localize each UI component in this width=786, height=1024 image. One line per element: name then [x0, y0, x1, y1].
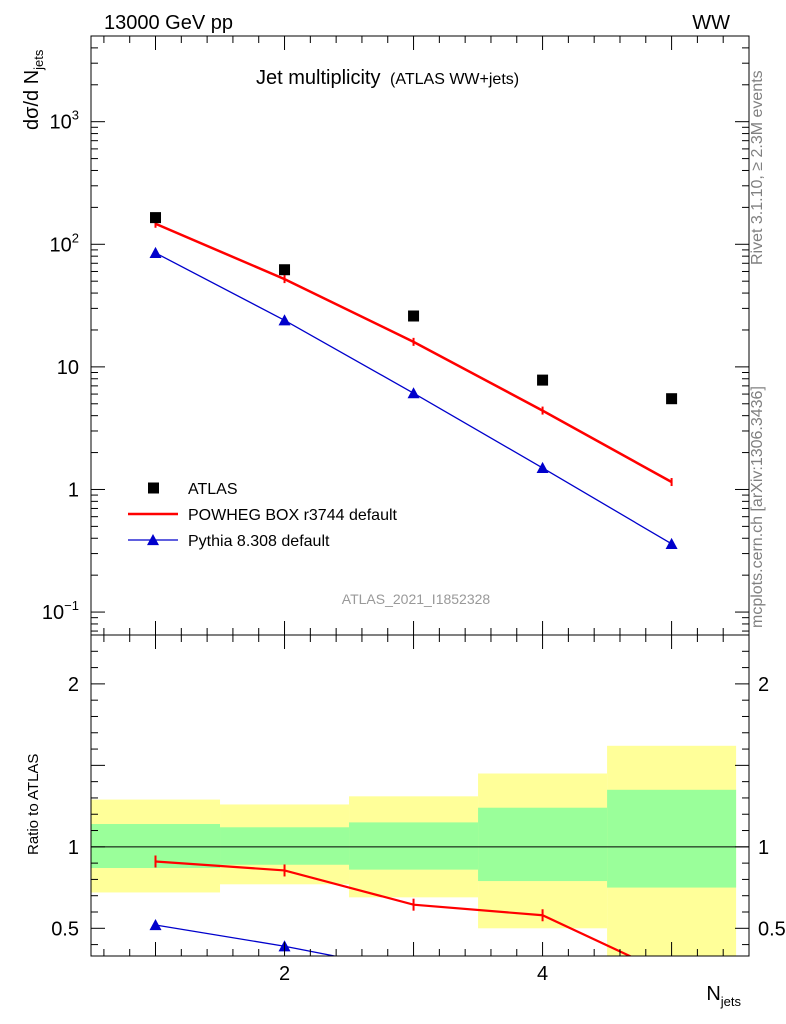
atlas-data-point — [666, 393, 678, 405]
ratio-series — [149, 855, 678, 1004]
ratio-band-inner — [478, 807, 608, 882]
ratio-band-inner — [607, 789, 737, 888]
pythia-ratio-marker — [408, 965, 420, 976]
ratio-y-tick-label-left: 2 — [68, 674, 79, 696]
main-series — [149, 212, 678, 549]
chart-title-text: Jet multiplicity — [256, 67, 380, 89]
ratio-y-axis-label: Ratio to ATLAS — [25, 754, 42, 855]
atlas-data-point — [537, 374, 549, 386]
ratio-band-inner — [220, 827, 350, 865]
atlas-data-point — [408, 310, 420, 322]
main-y-tick-label: 102 — [50, 230, 79, 256]
ratio-y-tick-label-right: 1 — [758, 837, 769, 859]
pythia-marker — [149, 246, 162, 259]
x-tick-label: 2 — [279, 963, 290, 985]
ratio-y-tick-label-left: 0.5 — [51, 918, 79, 940]
main-y-tick-label: 10−1 — [42, 598, 79, 624]
x-label-sub: jets — [720, 994, 742, 1009]
process-label: WW — [692, 12, 730, 34]
pythia-marker — [407, 387, 420, 399]
main-y-tick-label: 103 — [50, 108, 79, 134]
legend-pythia-marker — [147, 534, 159, 546]
energy-label: 13000 GeV pp — [104, 12, 233, 34]
atlas-data-point — [279, 264, 291, 276]
ratio-y-tick-label-right: 2 — [758, 674, 769, 696]
main-y-label-text: dσ/d N — [21, 70, 43, 130]
pythia-ratio-line — [155, 924, 338, 956]
x-tick-label: 4 — [537, 963, 548, 985]
main-y-label-sub: jets — [31, 49, 46, 71]
main-y-tick-label: 10 — [57, 357, 79, 379]
axes: 10−1 1 10 102 103 2 4 0.5 0.5 1 1 2 2 — [42, 35, 786, 985]
main-y-tick-label: 1 — [68, 479, 79, 501]
x-axis-label: Njets — [706, 983, 741, 1009]
chart-title: Jet multiplicity (ATLAS WW+jets) — [256, 67, 519, 89]
legend-label: Pythia 8.308 default — [188, 533, 330, 550]
pythia-line — [155, 252, 672, 545]
pythia-ratio-marker — [666, 993, 678, 1004]
ratio-band-inner — [349, 822, 479, 870]
ratio-y-tick-label-right: 0.5 — [758, 918, 786, 940]
rivet-version-label: Rivet 3.1.10, ≥ 2.3M events — [749, 70, 766, 265]
pythia-ratio-marker — [149, 919, 162, 931]
main-y-axis-label: dσ/d Njets — [21, 49, 46, 130]
legend-label: POWHEG BOX r3744 default — [188, 507, 398, 524]
pythia-marker — [536, 461, 549, 473]
powheg-line — [155, 222, 673, 484]
legend-label: ATLAS — [188, 481, 238, 498]
ratio-y-tick-label-left: 1 — [68, 837, 79, 859]
pythia-marker — [665, 537, 678, 549]
legend-atlas-marker — [148, 482, 159, 494]
analysis-id-label: ATLAS_2021_I1852328 — [342, 591, 491, 607]
x-label-text: N — [706, 983, 720, 1005]
mcplots-label: mcplots.cern.ch [arXiv:1306.3436] — [749, 386, 766, 628]
atlas-data-point — [150, 212, 162, 224]
ratio-uncertainty-bands — [91, 745, 737, 956]
pythia-marker — [278, 314, 291, 326]
chart-subtitle: (ATLAS WW+jets) — [390, 71, 519, 88]
legend: ATLAS POWHEG BOX r3744 default Pythia 8.30… — [128, 481, 398, 550]
ratio-panel-frame — [90, 634, 750, 957]
